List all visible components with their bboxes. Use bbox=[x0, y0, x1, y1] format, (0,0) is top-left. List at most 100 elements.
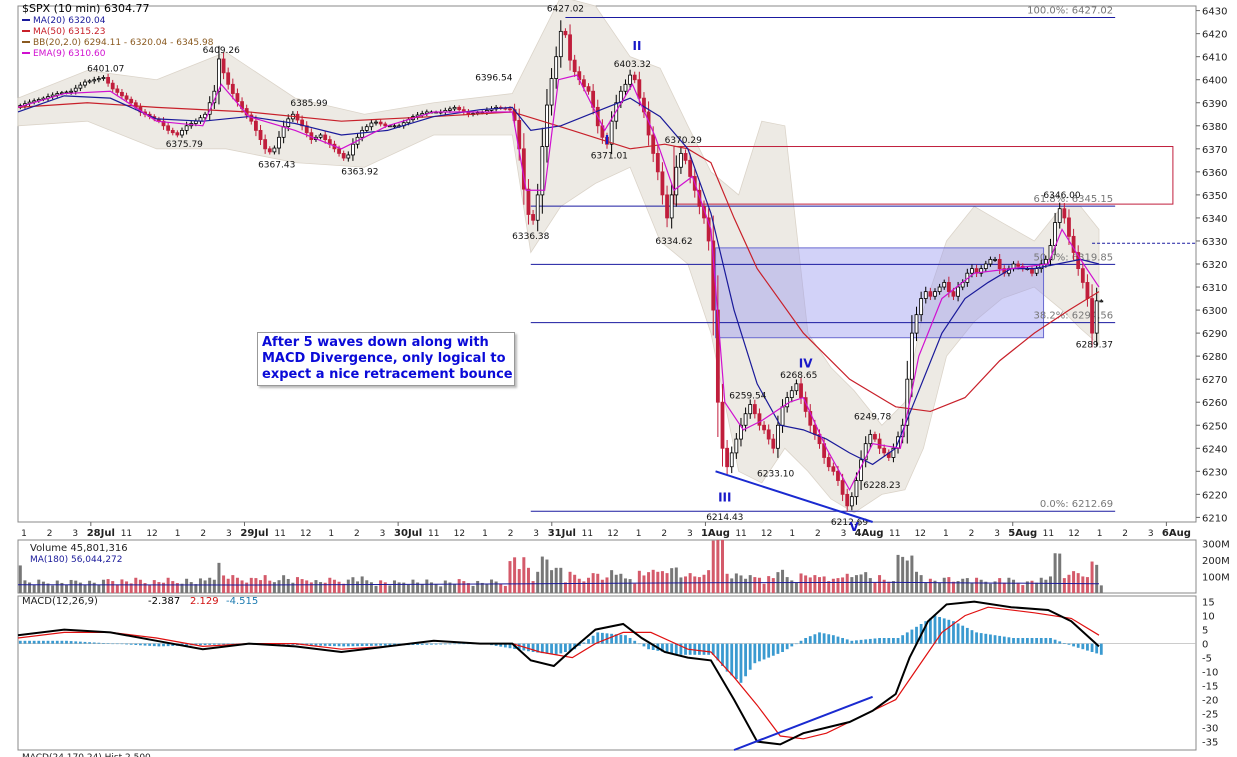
candle-body bbox=[947, 282, 950, 291]
volume-bar bbox=[961, 579, 964, 593]
macd-hist-bar bbox=[601, 633, 604, 644]
candle-body bbox=[952, 292, 955, 297]
macd-hist-bar bbox=[328, 644, 331, 646]
candle-body bbox=[772, 439, 775, 448]
volume-bar bbox=[370, 582, 373, 593]
x-tick-label: 29Jul bbox=[240, 528, 268, 539]
volume-bar bbox=[703, 575, 706, 593]
retracement-target-zone bbox=[716, 248, 1044, 338]
candle-body bbox=[231, 84, 234, 93]
volume-bar bbox=[37, 580, 40, 593]
volume-bar bbox=[19, 565, 22, 593]
volume-bar bbox=[333, 580, 336, 593]
macd-hist-bar bbox=[800, 641, 803, 644]
candle-body bbox=[855, 481, 858, 497]
macd-hist-bar bbox=[213, 644, 216, 645]
volume-bar bbox=[555, 568, 558, 593]
candle-body bbox=[541, 147, 544, 195]
macd-hist-bar bbox=[102, 643, 105, 644]
volume-bar bbox=[952, 582, 955, 593]
volume-bar bbox=[1072, 571, 1075, 593]
y-tick-label: 6390 bbox=[1202, 99, 1227, 110]
candle-body bbox=[1063, 209, 1066, 218]
y-tick-label: 6410 bbox=[1202, 53, 1227, 64]
macd-hist-bar bbox=[222, 644, 225, 645]
x-tick-label: 12 bbox=[915, 529, 926, 539]
volume-bar bbox=[462, 581, 465, 593]
macd-hist-bar bbox=[88, 642, 91, 643]
volume-bar bbox=[56, 581, 59, 593]
volume-bar bbox=[411, 580, 414, 593]
volume-bar bbox=[786, 577, 789, 593]
volume-bar bbox=[347, 580, 350, 593]
volume-bar bbox=[1063, 578, 1066, 593]
macd-hist-bar bbox=[324, 644, 327, 646]
x-tick-label: 1 bbox=[482, 529, 488, 539]
volume-bar bbox=[388, 585, 391, 593]
candle-body bbox=[370, 123, 373, 127]
macd-hist-bar bbox=[19, 641, 22, 644]
candle-body bbox=[365, 127, 368, 131]
macd-hist-bar bbox=[546, 644, 549, 654]
candle-body bbox=[79, 85, 82, 88]
price-label: 6367.43 bbox=[258, 161, 295, 171]
volume-bar bbox=[846, 574, 849, 593]
x-tick-label: 2 bbox=[47, 529, 53, 539]
x-tick-label: 3 bbox=[994, 529, 1000, 539]
macd-hist-bar bbox=[643, 644, 646, 647]
y-tick-label: 6300 bbox=[1202, 306, 1227, 317]
volume-bar bbox=[670, 568, 673, 593]
volume-bar bbox=[744, 579, 747, 593]
volume-bar bbox=[476, 581, 479, 593]
macd-hist-bar bbox=[1086, 644, 1089, 651]
macd-hist-bar bbox=[929, 618, 932, 643]
candle-body bbox=[638, 80, 641, 98]
volume-bar bbox=[1021, 585, 1024, 593]
volume-bar bbox=[231, 575, 234, 593]
macd-value: -2.387 bbox=[148, 596, 180, 607]
macd-hist-bar bbox=[453, 644, 456, 645]
candle-body bbox=[846, 494, 849, 506]
x-tick-label: 3 bbox=[687, 529, 693, 539]
candle-body bbox=[795, 384, 798, 391]
volume-bar bbox=[264, 575, 267, 593]
macd-hist-bar bbox=[1063, 643, 1066, 644]
candle-body bbox=[338, 149, 341, 154]
volume-bar bbox=[157, 582, 160, 593]
y-tick-label: 6350 bbox=[1202, 191, 1227, 202]
volume-bar bbox=[809, 577, 812, 593]
candle-body bbox=[749, 405, 752, 414]
volume-bar bbox=[338, 582, 341, 593]
volume-bar bbox=[615, 575, 618, 593]
x-tick-label: 1 bbox=[21, 529, 27, 539]
x-tick-label: 2 bbox=[815, 529, 821, 539]
candle-body bbox=[1086, 282, 1089, 298]
price-label: 6334.62 bbox=[655, 237, 692, 247]
macd-hist-bar bbox=[1091, 644, 1094, 652]
volume-bar bbox=[278, 580, 281, 593]
macd-hist-bar bbox=[1003, 637, 1006, 644]
macd-hist-bar bbox=[735, 644, 738, 679]
volume-bar bbox=[379, 580, 382, 593]
macd-hist-bar bbox=[1081, 644, 1084, 650]
candle-body bbox=[236, 94, 239, 102]
macd-hist-bar bbox=[125, 644, 128, 645]
volume-bar bbox=[633, 584, 636, 593]
volume-bar bbox=[661, 571, 664, 593]
macd-hist-bar bbox=[421, 644, 424, 645]
macd-hist-bar bbox=[338, 644, 341, 647]
price-label: 6346.00 bbox=[1043, 191, 1080, 201]
x-tick-label: 1 bbox=[636, 529, 642, 539]
volume-ma-label: MA(180) 56,044,272 bbox=[30, 555, 123, 565]
macd-tick-label: -30 bbox=[1202, 724, 1218, 735]
candle-body bbox=[130, 99, 133, 102]
annotation-line-1: After 5 waves down along with bbox=[262, 335, 510, 351]
volume-bar bbox=[268, 581, 271, 593]
macd-hist-bar bbox=[832, 635, 835, 643]
x-tick-label: 12 bbox=[300, 529, 311, 539]
volume-bar bbox=[1095, 565, 1098, 593]
volume-bar bbox=[873, 583, 876, 593]
candle-body bbox=[994, 259, 997, 260]
volume-bar bbox=[800, 573, 803, 593]
x-tick-label: 1 bbox=[175, 529, 181, 539]
